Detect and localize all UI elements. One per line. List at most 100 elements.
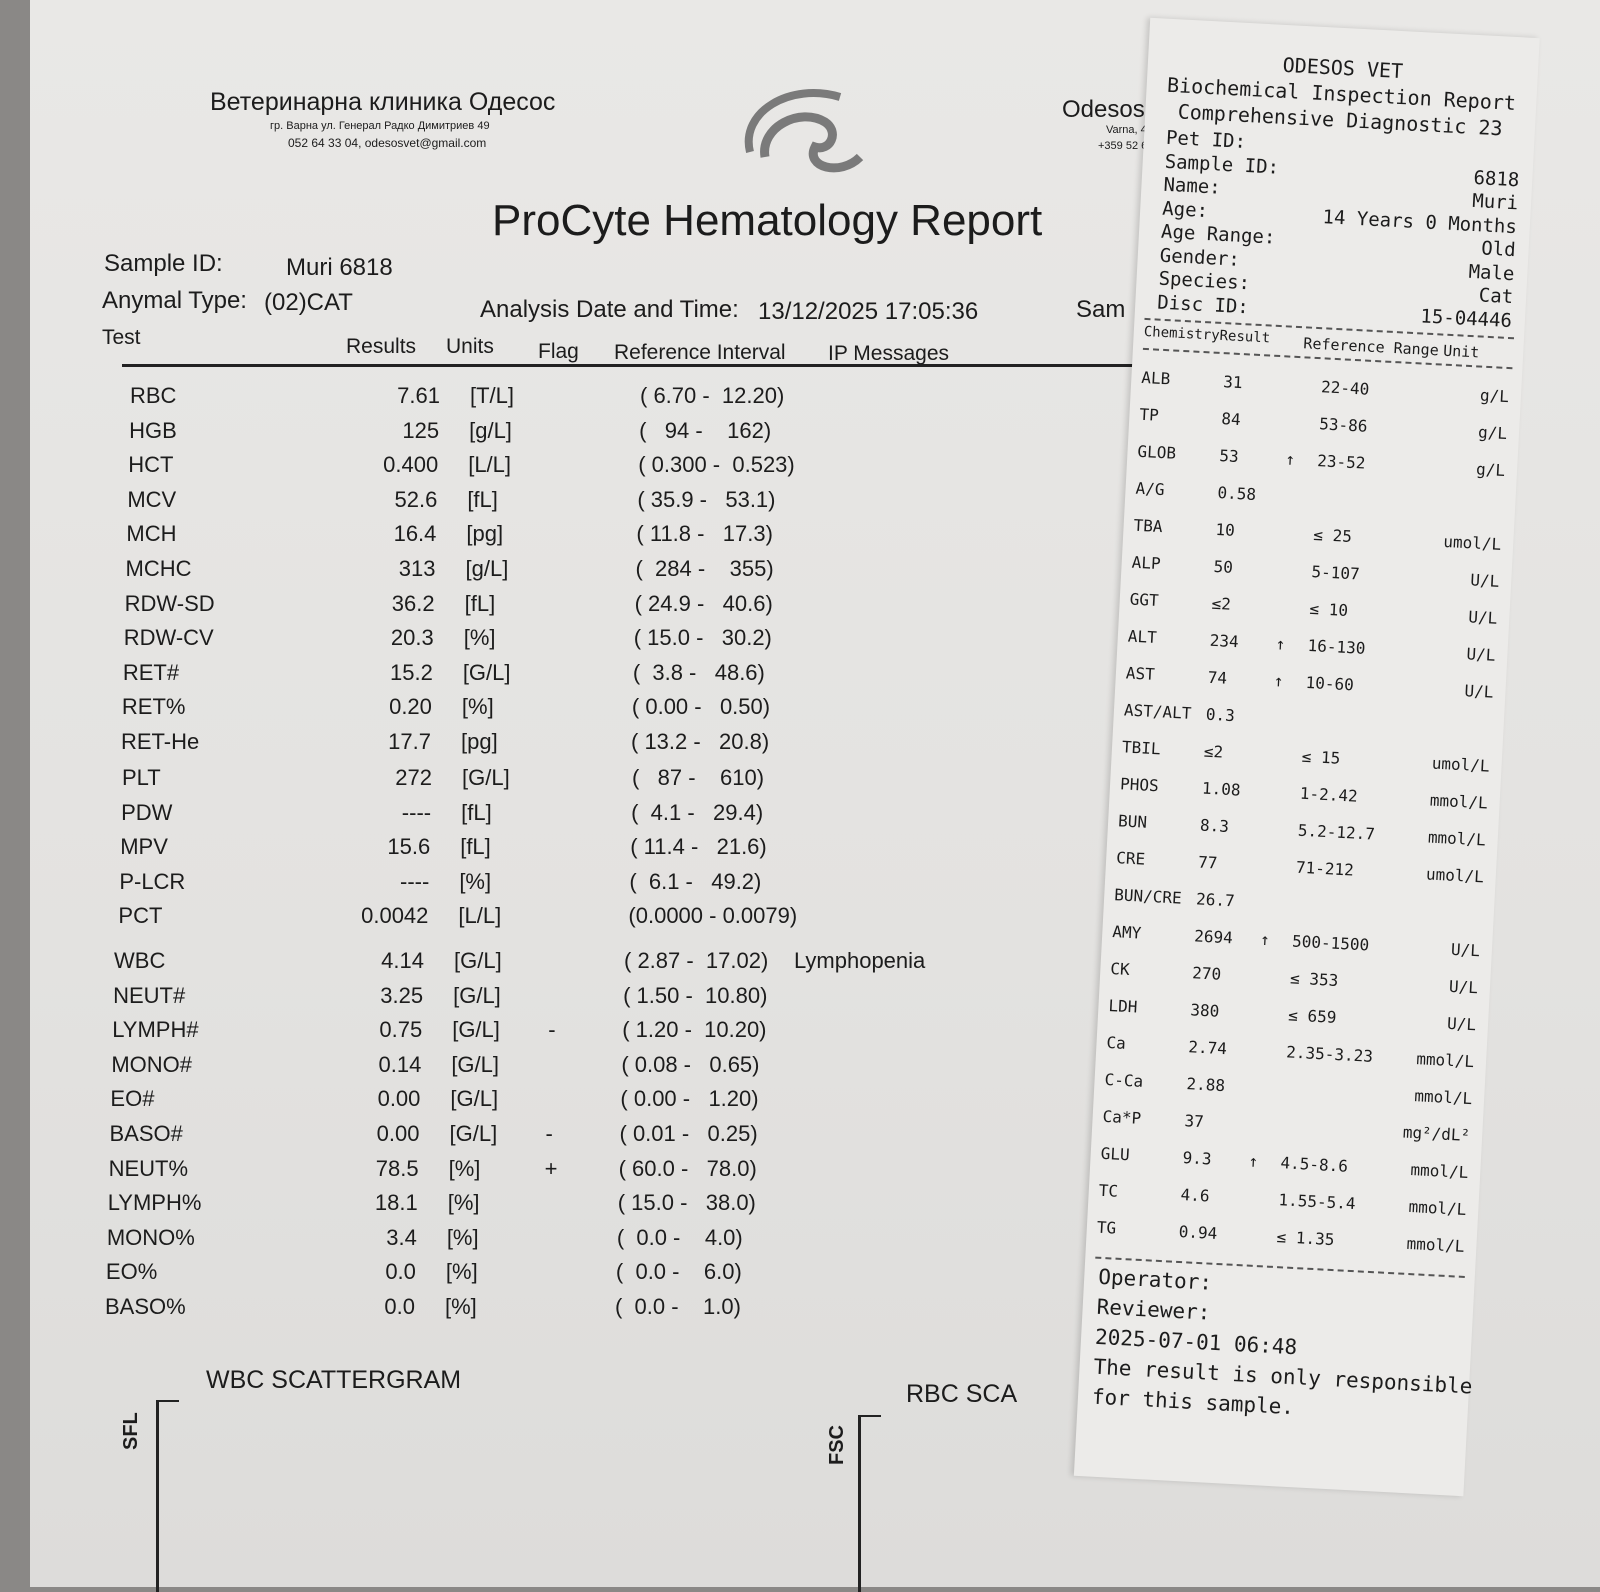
analyte-name: CRE	[1115, 848, 1146, 869]
analyte-name: TP	[1139, 404, 1160, 425]
analyte-unit: U/L	[1466, 644, 1496, 665]
analyte-value: 53	[1218, 446, 1240, 467]
table-row: BASO# 0.00 [G/L] - ( 0.01 - 0.25)	[10, 1121, 1110, 1155]
analyte-value: 380	[1189, 1000, 1220, 1021]
analyte-unit: mmol/L	[1429, 790, 1489, 813]
test-unit: [fL]	[461, 799, 492, 825]
analyte-unit: U/L	[1469, 570, 1500, 591]
test-name: PLT	[122, 765, 161, 790]
reference-range: 500-1500	[1291, 931, 1370, 955]
rbc-scattergram-title: RBC SCA	[906, 1380, 1018, 1408]
analyte-value: 234	[1209, 630, 1240, 652]
analyte-value: 31	[1222, 372, 1244, 393]
reference-interval: ( 94 - 162)	[639, 417, 772, 443]
reference-range: ≤ 10	[1309, 598, 1349, 620]
test-name: HGB	[129, 417, 177, 443]
analyte-value: 26.7	[1195, 889, 1236, 911]
test-result: 0.14	[378, 1051, 422, 1077]
analyte-name: Ca	[1106, 1032, 1127, 1053]
test-unit: [G/L]	[462, 659, 511, 685]
analyte-value: 4.6	[1180, 1185, 1211, 1206]
analyte-name: TC	[1098, 1180, 1119, 1201]
test-result: 313	[398, 556, 436, 581]
test-unit: [fL]	[467, 486, 498, 512]
reference-interval: ( 0.300 - 0.523)	[638, 452, 795, 478]
reference-interval: ( 35.9 - 53.1)	[637, 486, 776, 512]
col-reference-range: Reference Range	[1302, 334, 1440, 360]
reference-interval: ( 60.0 - 78.0)	[618, 1155, 757, 1181]
analysis-datetime: 13/12/2025 17:05:36	[758, 298, 979, 325]
reference-range: ≤ 659	[1287, 1005, 1337, 1027]
test-unit: [pg]	[461, 729, 498, 754]
reference-interval: (0.0000 - 0.0079)	[628, 903, 798, 929]
info-label: Age:	[1161, 197, 1209, 222]
analyte-name: TBA	[1133, 515, 1164, 537]
test-name: PCT	[118, 903, 163, 929]
table-row: P-LCR ---- [%] ( 6.1 - 49.2)	[19, 869, 1119, 903]
reference-interval: ( 0.01 - 0.25)	[619, 1121, 758, 1146]
reference-interval: ( 24.9 - 40.6)	[634, 590, 773, 616]
analyte-value: 50	[1213, 556, 1234, 577]
analyte-name: ALB	[1140, 367, 1171, 389]
col-chemistry-result: ChemistryResult	[1143, 323, 1271, 347]
test-result: 0.0042	[361, 903, 429, 929]
table-row: LYMPH% 18.1 [%] ( 15.0 - 38.0)	[8, 1190, 1108, 1224]
test-unit: [G/L]	[451, 1051, 499, 1077]
reference-range: 71-212	[1295, 857, 1355, 880]
test-unit: [fL]	[460, 834, 491, 860]
table-row: RET% 0.20 [%] ( 0.00 - 0.50)	[22, 694, 1122, 728]
analyte-value: 2694	[1193, 926, 1234, 948]
table-row: WBC 4.14 [G/L] ( 2.87 - 17.02) Lymphopenia	[14, 948, 1114, 982]
test-result: 0.0	[385, 1259, 416, 1285]
analyte-unit: mmol/L	[1415, 1049, 1475, 1072]
analyte-name: LDH	[1108, 995, 1138, 1017]
reference-range: ≤ 353	[1289, 968, 1339, 990]
table-row: MCHC 313 [g/L] ( 284 - 355)	[26, 556, 1126, 590]
col-results: Results	[346, 335, 417, 358]
analyte-unit: U/L	[1450, 939, 1481, 961]
report-title: ProCyte Hematology Report	[492, 196, 1043, 245]
test-unit: [L/L]	[458, 903, 502, 929]
test-result: 0.400	[383, 452, 439, 478]
test-name: MPV	[120, 834, 168, 860]
test-name: MONO#	[111, 1051, 192, 1077]
test-unit: [%]	[447, 1190, 480, 1216]
test-result: 7.61	[397, 383, 440, 408]
col-test: Test	[102, 326, 141, 349]
analyte-value: 2.88	[1186, 1074, 1226, 1096]
analyte-value: 0.3	[1205, 704, 1236, 726]
test-unit: [%]	[445, 1259, 478, 1285]
table-row: RET-He 17.7 [pg] ( 13.2 - 20.8)	[21, 729, 1121, 763]
test-name: EO#	[110, 1086, 155, 1112]
reference-interval: ( 15.0 - 30.2)	[633, 625, 772, 651]
reference-range: 1-2.42	[1299, 783, 1359, 806]
reference-interval: ( 1.20 - 10.20)	[622, 1017, 767, 1043]
test-unit: [g/L]	[465, 556, 509, 581]
test-name: P-LCR	[119, 868, 186, 894]
analyte-unit: mmol/L	[1413, 1086, 1473, 1109]
wbc-scattergram-title: WBC SCATTERGRAM	[206, 1366, 462, 1394]
analyte-unit: g/L	[1475, 459, 1506, 480]
analyte-value: 0.58	[1217, 482, 1257, 504]
analyte-unit: mmol/L	[1427, 827, 1487, 850]
test-flag: -	[548, 1017, 556, 1043]
analyte-value: 8.3	[1199, 815, 1230, 837]
test-name: MONO%	[106, 1224, 195, 1250]
analyte-value: 1.08	[1201, 778, 1242, 800]
test-unit: [G/L]	[449, 1121, 498, 1146]
table-row: PLT 272 [G/L] ( 87 - 610)	[22, 765, 1122, 799]
test-result: 20.3	[390, 625, 434, 651]
table-row: PCT 0.0042 [L/L] (0.0000 - 0.0079)	[18, 903, 1118, 937]
reference-range: 53-86	[1318, 414, 1368, 436]
test-flag: -	[545, 1121, 553, 1146]
test-result: 15.2	[389, 659, 433, 685]
header-rule	[122, 364, 1152, 367]
table-row: LYMPH# 0.75 [G/L] - ( 1.20 - 10.20)	[12, 1017, 1112, 1051]
analyte-value: 0.94	[1178, 1221, 1218, 1243]
table-row: MONO% 3.4 [%] ( 0.0 - 4.0)	[7, 1225, 1107, 1259]
reference-interval: ( 6.70 - 12.20)	[640, 383, 785, 408]
analyte-flag: ↑	[1284, 449, 1296, 469]
test-name: RET-He	[121, 729, 200, 754]
test-name: LYMPH%	[107, 1190, 202, 1216]
test-result: 78.5	[375, 1155, 419, 1181]
